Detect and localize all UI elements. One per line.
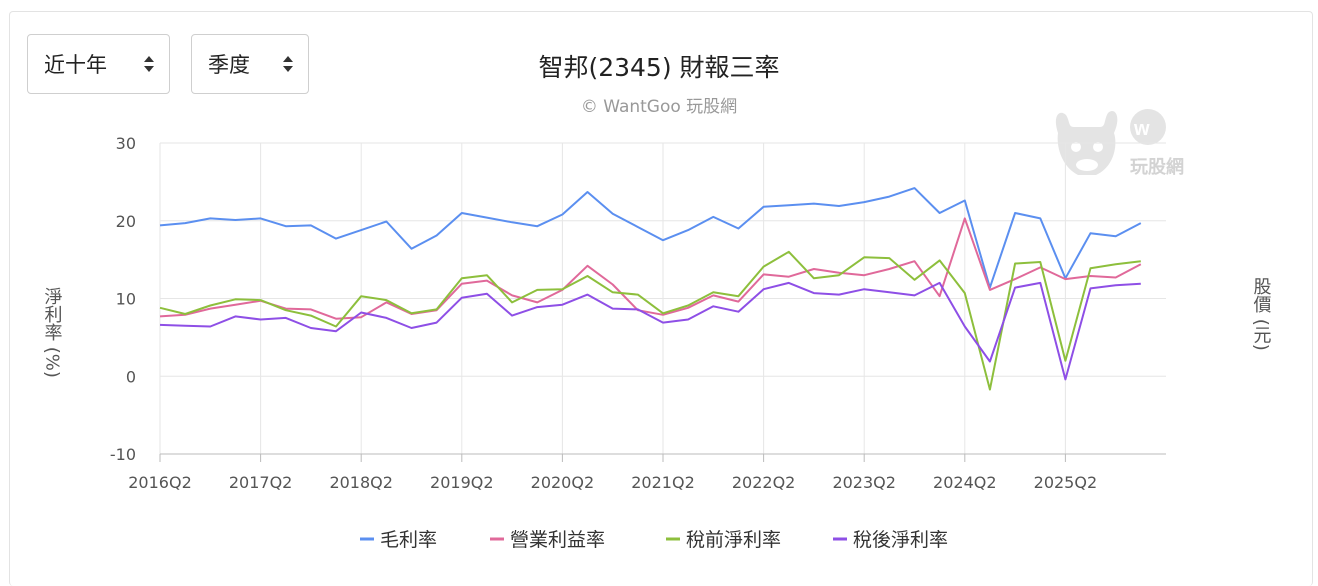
x-tick-label: 2021Q2 — [631, 473, 695, 492]
y2-axis-title: 股價 (元) — [1251, 277, 1272, 351]
y-tick-label: 20 — [116, 212, 136, 231]
sort-caret-icon — [283, 56, 293, 72]
range-select[interactable]: 近十年 — [27, 34, 170, 94]
y-tick-label: -10 — [110, 445, 136, 464]
legend-item-operating[interactable]: 營業利益率 — [490, 529, 605, 551]
period-select-label: 季度 — [208, 53, 250, 77]
x-tick-label: 2017Q2 — [229, 473, 293, 492]
legend-label: 毛利率 — [380, 529, 437, 551]
legend-label: 稅後淨利率 — [853, 529, 948, 551]
x-tick-label: 2016Q2 — [128, 473, 192, 492]
sort-caret-icon — [144, 56, 154, 72]
x-tick-label: 2018Q2 — [329, 473, 393, 492]
legend-item-gross[interactable]: 毛利率 — [360, 529, 437, 551]
legend-item-pretax[interactable]: 稅前淨利率 — [666, 529, 781, 551]
y-axis-title: 淨利率 (%) — [42, 287, 63, 378]
chart-subtitle: © WantGoo 玩股網 — [580, 97, 738, 117]
svg-text:w: w — [1133, 118, 1150, 140]
series-line-gross[interactable] — [159, 187, 1142, 289]
period-select[interactable]: 季度 — [191, 34, 309, 94]
x-tick-label: 2025Q2 — [1034, 473, 1098, 492]
x-tick-label: 2023Q2 — [832, 473, 896, 492]
y-tick-label: 10 — [116, 290, 136, 309]
series-line-net[interactable] — [159, 281, 1141, 381]
y-tick-label: 0 — [126, 367, 136, 386]
series-line-operating[interactable] — [159, 217, 1142, 320]
x-tick-label: 2019Q2 — [430, 473, 494, 492]
watermark-text: 玩股網 — [1130, 156, 1184, 178]
y-tick-label: 30 — [116, 134, 136, 153]
x-tick-label: 2020Q2 — [531, 473, 595, 492]
x-tick-label: 2022Q2 — [732, 473, 796, 492]
legend-label: 營業利益率 — [510, 529, 605, 551]
legend-item-net[interactable]: 稅後淨利率 — [833, 529, 948, 551]
chart-container — [9, 11, 1313, 586]
series-line-pretax[interactable] — [159, 250, 1141, 391]
legend-label: 稅前淨利率 — [686, 529, 781, 551]
chart-title: 智邦(2345) 財報三率 — [538, 53, 780, 82]
range-select-label: 近十年 — [44, 53, 107, 77]
x-tick-label: 2024Q2 — [933, 473, 997, 492]
